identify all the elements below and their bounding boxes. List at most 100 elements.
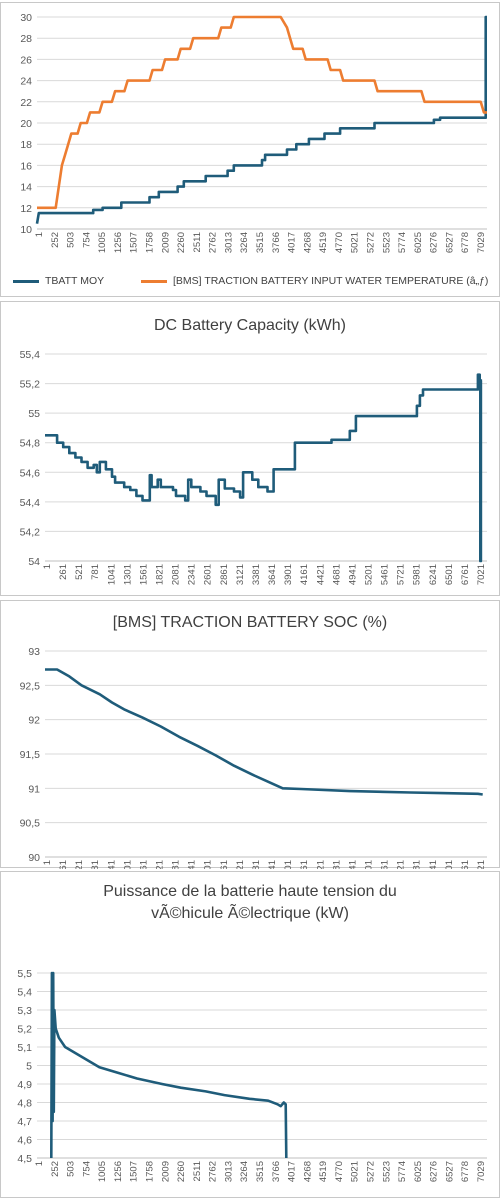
y-tick-label: 16 [20, 160, 32, 172]
chart-title: [BMS] TRACTION BATTERY SOC (%) [112, 614, 388, 631]
x-tick-label: 5461 [380, 564, 391, 585]
x-tick-label: 4770 [334, 232, 345, 253]
x-tick-label: 6778 [460, 232, 471, 253]
x-tick-label: 7029 [476, 1161, 487, 1182]
series-line-0 [50, 971, 288, 1159]
y-tick-label: 5,5 [17, 968, 32, 980]
chart-power: 4,5 4,6 4,7 4,8 4,9 5 5,1 5,2 5,3 5,4 5,5 1 252 503 75… [17, 968, 487, 1182]
chart-title-line: Puissance de la batterie haute tension d… [103, 883, 397, 900]
legend-swatch [141, 279, 167, 283]
x-tick-label: 6761 [460, 860, 471, 869]
legend-label: [BMS] TRACTION BATTERY INPUT WATER TEMPE… [173, 275, 489, 287]
y-tick-label: 5,3 [17, 1005, 32, 1017]
x-tick-label: 4268 [302, 1161, 313, 1182]
x-tick-label: 4017 [287, 232, 298, 253]
x-tick-label: 1041 [106, 860, 117, 869]
chart-panel-power: Puissance de la batterie haute tension d… [0, 871, 500, 1198]
chart-legend: TBATT MOY [BMS] TRACTION BATTERY INPUT W… [1, 275, 499, 295]
x-tick-label: 3901 [283, 564, 294, 585]
x-tick-label: 2861 [219, 860, 230, 869]
x-tick-label: 754 [81, 232, 92, 248]
y-tick-label: 4,8 [17, 1098, 32, 1110]
x-tick-label: 7029 [476, 232, 487, 253]
y-tick-label: 5,2 [17, 1024, 32, 1036]
x-tick-label: 4268 [302, 232, 313, 253]
x-tick-label: 6501 [444, 860, 455, 869]
x-tick-label: 1507 [129, 232, 140, 253]
x-tick-label: 3264 [239, 232, 250, 253]
series-line-0 [45, 668, 483, 796]
x-tick-label: 2601 [203, 860, 214, 869]
y-tick-label: 12 [20, 203, 32, 215]
x-tick-label: 5981 [412, 564, 423, 585]
x-tick-label: 1821 [155, 564, 166, 585]
x-tick-label: 6527 [444, 232, 455, 253]
chart-dc-capacity: 54 54,2 54,4 54,6 54,8 55 55,2 55,4 1 261 521 781 10… [20, 349, 487, 585]
x-tick-label: 5272 [366, 232, 377, 253]
x-tick-label: 1561 [138, 564, 149, 585]
x-tick-label: 4519 [318, 1161, 329, 1182]
x-tick-label: 2009 [160, 1161, 171, 1182]
y-tick-label: 90,5 [20, 818, 41, 830]
x-tick-label: 3515 [255, 1161, 266, 1182]
x-tick-label: 3121 [235, 564, 246, 585]
y-tick-label: 14 [20, 182, 32, 194]
x-tick-label: 4941 [347, 860, 358, 869]
y-tick-label: 28 [20, 33, 32, 45]
y-tick-label: 54,4 [20, 497, 41, 509]
x-tick-label: 1758 [145, 1161, 156, 1182]
x-tick-label: 6778 [460, 1161, 471, 1182]
x-tick-label: 5721 [396, 860, 407, 869]
x-tick-label: 1561 [138, 860, 149, 869]
y-tick-label: 24 [20, 76, 32, 88]
chart-panel-soc: [BMS] TRACTION BATTERY SOC (%) 90 90,5 91 9… [0, 600, 500, 869]
x-tick-label: 5774 [397, 1161, 408, 1182]
y-tick-label: 55,4 [20, 349, 41, 361]
x-tick-label: 2511 [192, 1161, 203, 1181]
x-tick-label: 781 [90, 860, 101, 869]
x-tick-label: 3013 [223, 232, 234, 253]
x-tick-label: 521 [74, 860, 85, 869]
x-tick-label: 6025 [413, 232, 424, 253]
x-tick-label: 4770 [334, 1161, 345, 1182]
x-tick-label: 1821 [155, 860, 166, 869]
x-tick-label: 2341 [187, 860, 198, 869]
x-tick-label: 5272 [366, 1161, 377, 1182]
x-tick-label: 1041 [106, 564, 117, 585]
x-tick-label: 4421 [315, 564, 326, 585]
x-tick-label: 5201 [363, 860, 374, 869]
chart-title: DC Battery Capacity (kWh) [153, 317, 347, 334]
x-tick-label: 4681 [331, 564, 342, 585]
x-tick-label: 521 [74, 564, 85, 580]
x-tick-label: 5461 [380, 860, 391, 869]
y-tick-label: 54,8 [20, 438, 41, 450]
y-tick-label: 30 [20, 12, 32, 24]
x-tick-label: 1 [42, 564, 53, 569]
x-tick-label: 2081 [171, 564, 182, 585]
x-tick-label: 3515 [255, 232, 266, 253]
x-tick-label: 4161 [299, 860, 310, 869]
x-tick-label: 2260 [176, 1161, 187, 1182]
x-tick-label: 5021 [350, 232, 361, 253]
y-tick-label: 91 [28, 783, 40, 795]
legend-swatch [13, 279, 39, 283]
x-tick-label: 1 [34, 232, 45, 237]
x-tick-label: 754 [81, 1161, 92, 1177]
x-tick-label: 6761 [460, 564, 471, 585]
x-tick-label: 261 [58, 860, 69, 869]
x-tick-label: 5774 [397, 232, 408, 253]
x-tick-label: 4519 [318, 232, 329, 253]
x-tick-label: 2511 [192, 232, 203, 252]
chart-soc: 90 90,5 91 91,5 92 92,5 93 1 261 521 781 1041 1301 15… [20, 646, 487, 869]
y-tick-label: 91,5 [20, 749, 41, 761]
y-tick-label: 20 [20, 118, 32, 130]
chart-panel-temperatures: 10 12 14 16 18 20 22 24 26 28 30 1 252 503 754 1005 1256… [0, 2, 500, 297]
x-tick-label: 4941 [347, 564, 358, 585]
y-tick-label: 93 [28, 646, 40, 658]
x-tick-label: 3641 [267, 860, 278, 869]
x-tick-label: 4017 [287, 1161, 298, 1182]
x-tick-label: 6527 [444, 1161, 455, 1182]
x-tick-label: 2601 [203, 564, 214, 585]
x-tick-label: 5523 [381, 1161, 392, 1182]
x-tick-label: 1005 [97, 232, 108, 253]
